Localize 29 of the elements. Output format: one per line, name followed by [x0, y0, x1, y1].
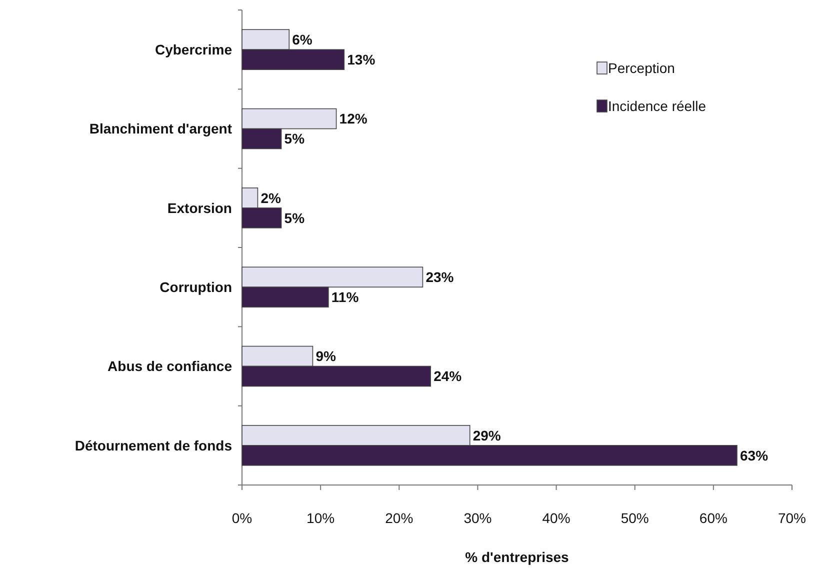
- x-tick-label: 40%: [542, 510, 570, 526]
- y-tick-label: Détournement de fonds: [74, 437, 232, 454]
- data-label: 29%: [472, 427, 502, 444]
- data-label: 63%: [740, 447, 769, 464]
- x-tick-label: 0%: [232, 510, 252, 526]
- y-tick-label: Cybercrime: [154, 41, 232, 58]
- x-axis-title: % d'entreprises: [465, 549, 570, 565]
- x-tick-label: 10%: [306, 510, 335, 526]
- data-label: 11%: [331, 288, 360, 305]
- y-tick-label: Blanchiment d'argent: [89, 120, 232, 137]
- data-label: 9%: [316, 348, 336, 364]
- data-label: 23%: [426, 268, 454, 285]
- legend-label: Perception: [608, 60, 675, 76]
- data-label: 6%: [292, 31, 313, 48]
- x-tick-label: 60%: [699, 510, 728, 526]
- y-tick-label: Extorsion: [167, 200, 232, 216]
- x-tick-label: 20%: [385, 510, 414, 526]
- data-label: 24%: [434, 368, 462, 384]
- x-tick-label: 70%: [778, 510, 806, 526]
- legend-label: Incidence réelle: [608, 98, 706, 114]
- y-tick-label: Corruption: [160, 278, 232, 295]
- data-label: 12%: [339, 110, 368, 127]
- data-label: 5%: [284, 130, 306, 147]
- x-tick-label: 50%: [620, 510, 649, 526]
- y-tick-label: Abus de confiance: [108, 358, 232, 374]
- data-label: 2%: [260, 190, 282, 206]
- data-label: 5%: [284, 210, 306, 226]
- x-tick-label: 30%: [464, 510, 492, 526]
- data-label: 13%: [347, 51, 376, 68]
